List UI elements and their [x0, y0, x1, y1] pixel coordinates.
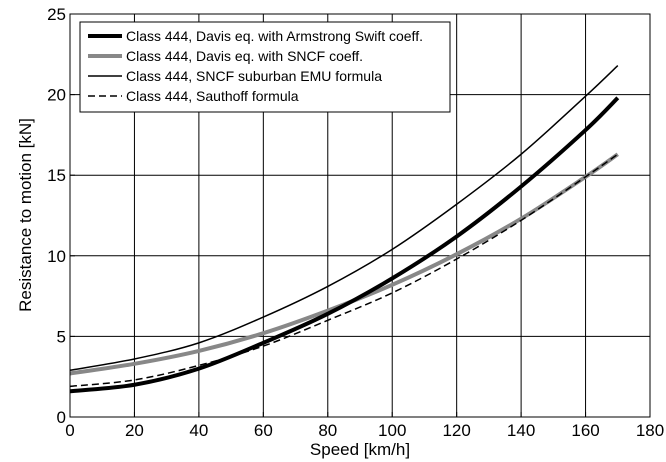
x-tick-label: 120 [442, 421, 470, 440]
x-tick-label: 60 [254, 421, 273, 440]
legend: Class 444, Davis eq. with Armstrong Swif… [79, 21, 451, 113]
x-tick-label: 80 [318, 421, 337, 440]
y-axis-title: Resistance to motion [kN] [16, 118, 35, 312]
legend-label-1: Class 444, Davis eq. with Armstrong Swif… [126, 28, 423, 44]
y-tick-label: 25 [47, 5, 66, 24]
series-group [69, 65, 620, 394]
y-tick-label: 15 [47, 166, 66, 185]
x-tick-label: 180 [636, 421, 664, 440]
plot-frame [69, 13, 651, 418]
series-line-4 [69, 153, 619, 388]
x-tick-label: 100 [378, 421, 406, 440]
y-tick-label: 20 [47, 86, 66, 105]
series-line-3 [69, 65, 619, 371]
ticks: 0 20 40 60 80 100 120 140 160 180 0 5 10 15 20 25 [47, 5, 664, 440]
x-tick-label: 0 [65, 421, 74, 440]
y-tick-label: 0 [57, 408, 66, 427]
x-tick-label: 160 [571, 421, 599, 440]
x-tick-label: 20 [125, 421, 144, 440]
y-tick-label: 5 [57, 327, 66, 346]
legend-label-2: Class 444, Davis eq. with SNCF coeff. [126, 48, 363, 64]
legend-label-4: Class 444, Sauthoff formula [126, 88, 299, 104]
series-line-1 [69, 96, 620, 394]
x-tick-label: 40 [189, 421, 208, 440]
x-tick-label: 140 [507, 421, 535, 440]
legend-label-3: Class 444, SNCF suburban EMU formula [126, 68, 382, 84]
y-tick-label: 10 [47, 247, 66, 266]
legend-box [79, 21, 451, 113]
x-axis-title: Speed [km/h] [310, 440, 410, 459]
